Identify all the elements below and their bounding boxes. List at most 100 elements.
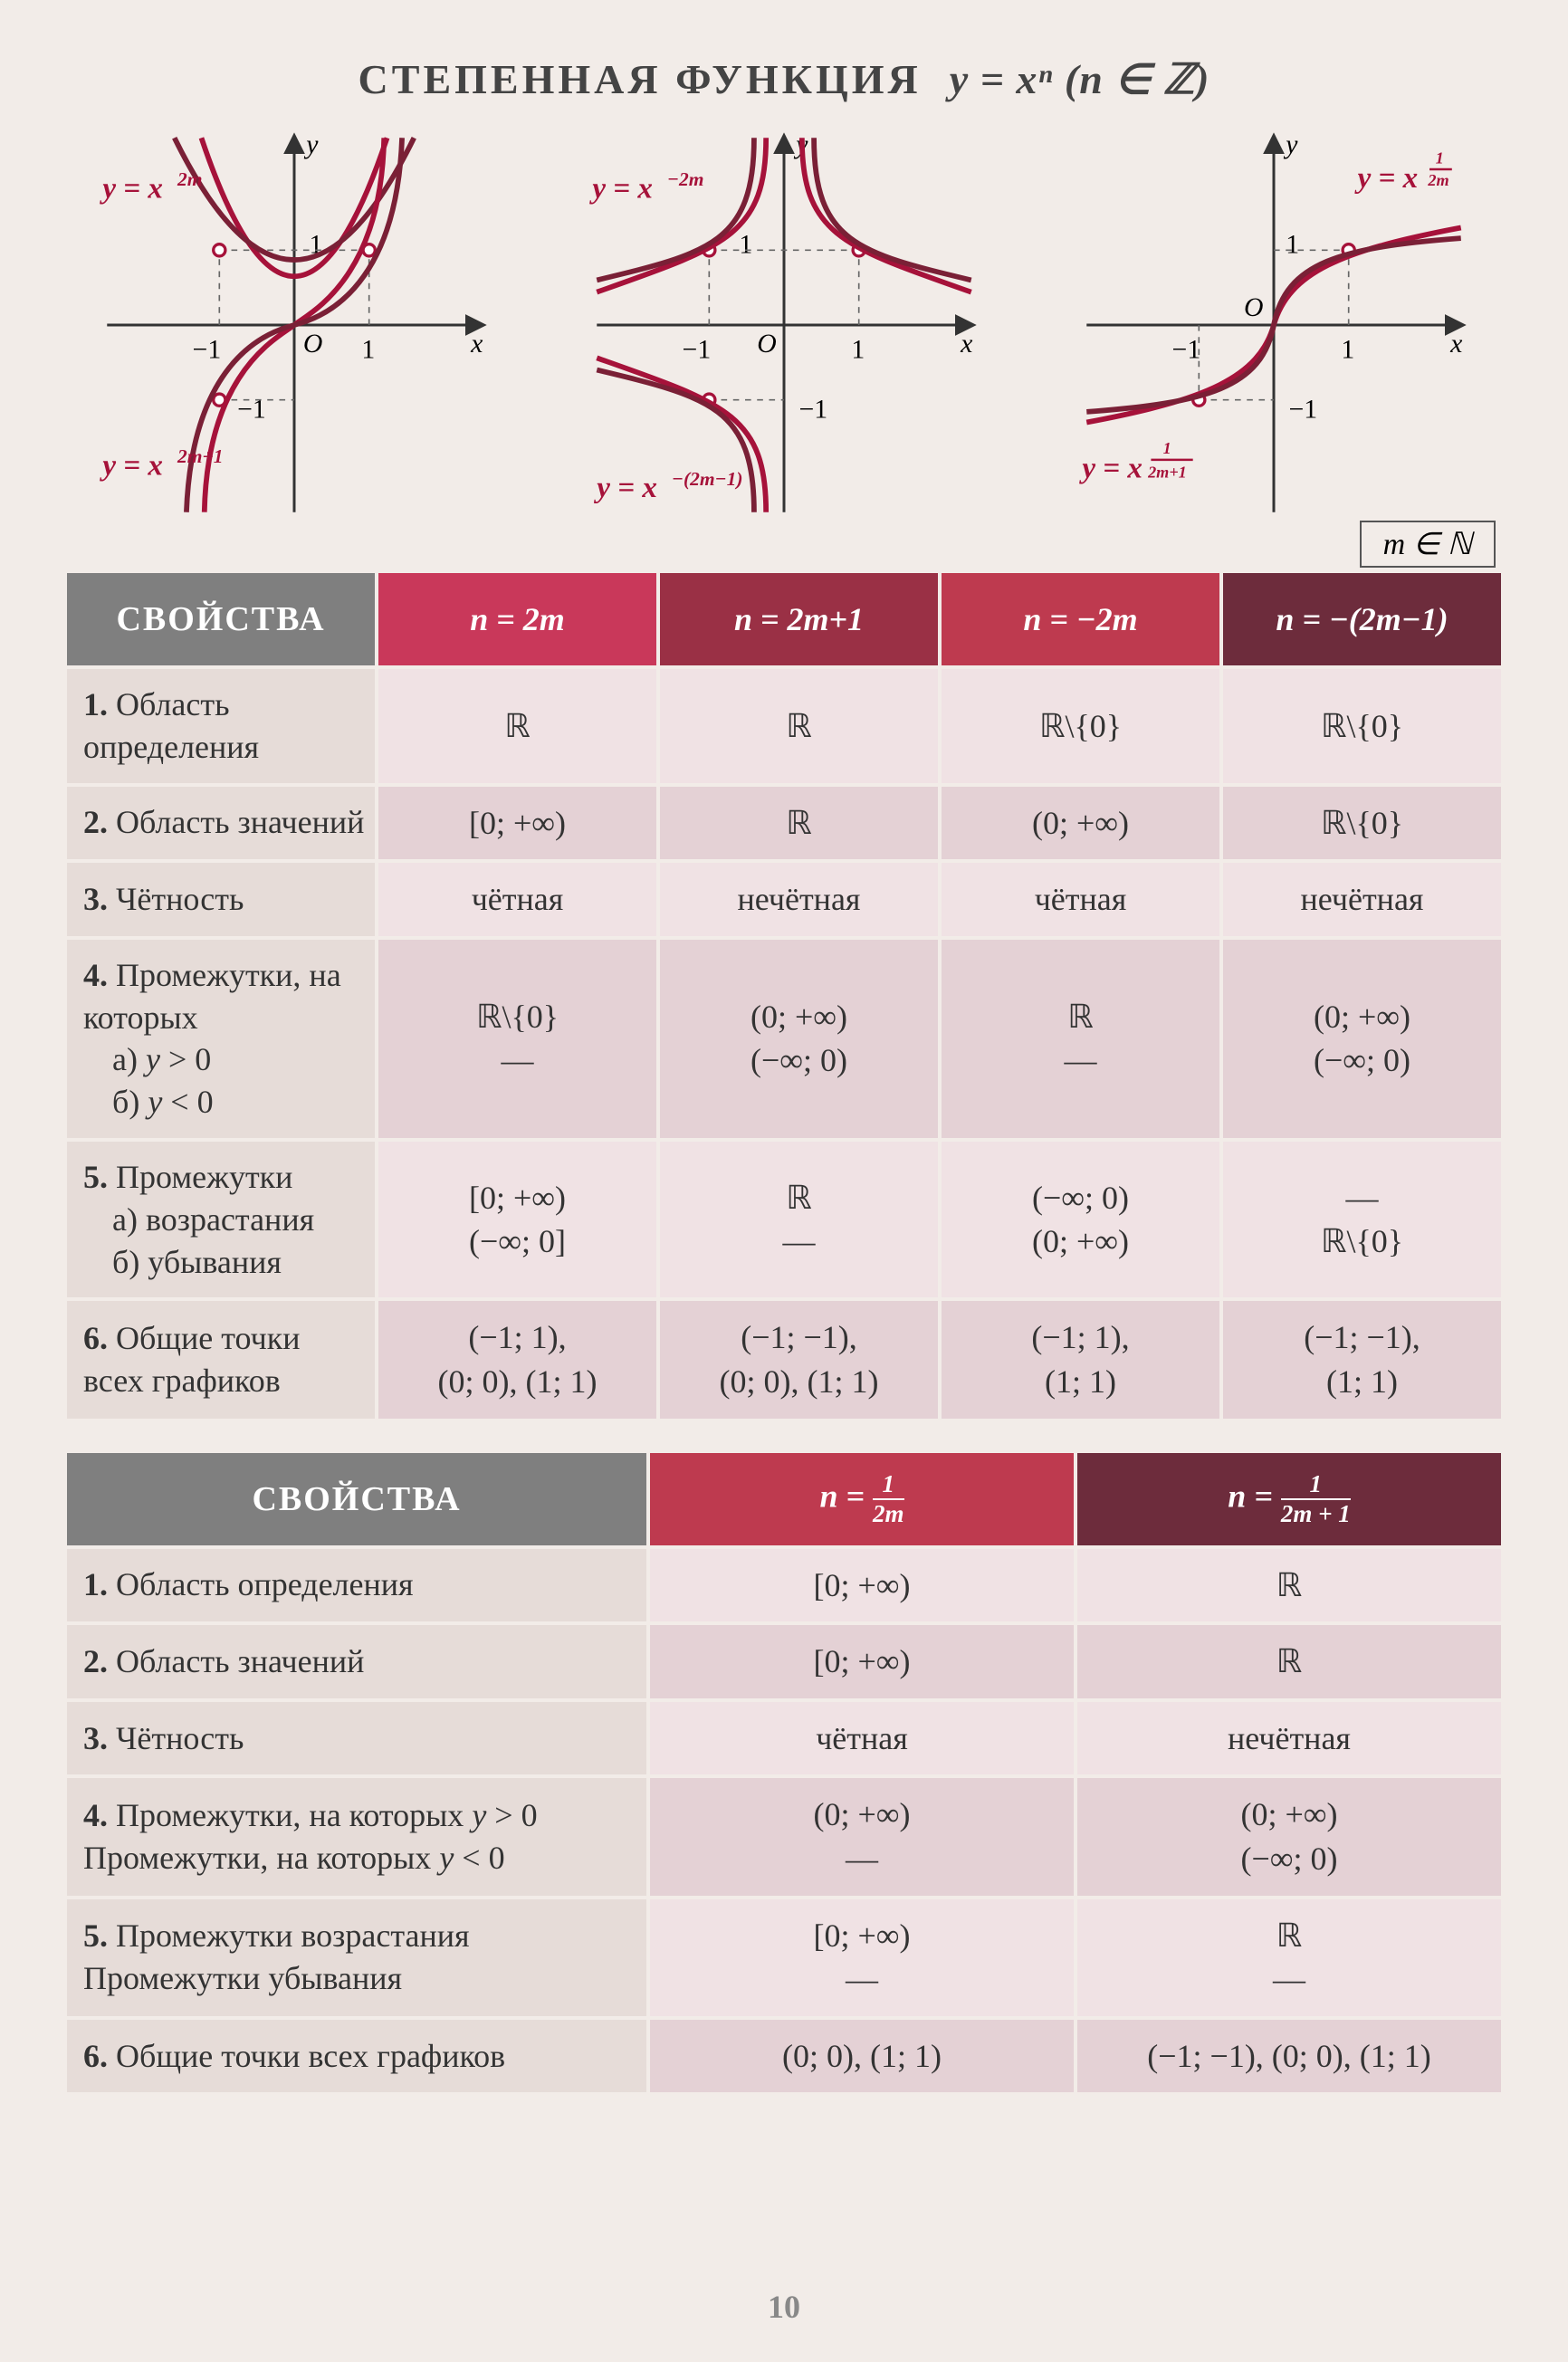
table-cell: [0; +∞) (650, 1549, 1074, 1622)
svg-text:1: 1 (1341, 334, 1354, 364)
t2-h2: n = 12m + 1 (1077, 1453, 1501, 1545)
graphs-row: x y O 1 −1 1 −1 y = x 2m y = x 2m+1 (63, 130, 1505, 520)
svg-text:2m: 2m (1427, 171, 1448, 189)
table-cell: чётная (942, 863, 1219, 936)
m-in-N-note: m ∈ ℕ (1360, 521, 1496, 568)
table-cell: (0; +∞)(−∞; 0) (1223, 940, 1501, 1138)
table-cell: —ℝ\{0} (1223, 1142, 1501, 1297)
properties-table-1: СВОЙСТВА n = 2m n = 2m+1 n = −2m n = −(2… (63, 569, 1505, 1422)
svg-text:1: 1 (1163, 439, 1171, 457)
t2-row-label: 4. Промежутки, на которых y > 0Промежутк… (67, 1778, 646, 1895)
t1-row-label: 4. Промежутки, на которыха) y > 0б) y < … (67, 940, 375, 1138)
table-cell: [0; +∞) (378, 787, 656, 860)
svg-text:y = x: y = x (588, 172, 653, 205)
table-cell: (0; +∞) (942, 787, 1219, 860)
table-cell: (−1; 1),(1; 1) (942, 1301, 1219, 1418)
svg-text:y = x: y = x (99, 449, 163, 482)
table-cell: ℝ\{0} (1223, 669, 1501, 783)
t2-row-label: 2. Область значений (67, 1625, 646, 1698)
graph-roots: x y O 1 −1 1 −1 y = x 1 2m y = x 1 (1043, 130, 1505, 520)
table-cell: чётная (650, 1702, 1074, 1775)
svg-text:y: y (1283, 130, 1298, 159)
svg-text:−1: −1 (1172, 334, 1201, 364)
table-cell: ℝ\{0} (942, 669, 1219, 783)
table-cell: ℝ (378, 669, 656, 783)
svg-text:x: x (1449, 329, 1462, 359)
svg-text:1: 1 (739, 230, 752, 260)
table-cell: ℝ (1077, 1625, 1501, 1698)
table-cell: ℝ\{0}— (378, 940, 656, 1138)
page: СТЕПЕННАЯ ФУНКЦИЯ y = xⁿ (n ∈ ℤ) x y O 1… (0, 0, 1568, 2362)
table-cell: (−1; −1), (0; 0), (1; 1) (1077, 2020, 1501, 2093)
graph-even-odd: x y O 1 −1 1 −1 y = x 2m y = x 2m+1 (63, 130, 525, 520)
title-formula: y = xⁿ (n ∈ ℤ) (950, 56, 1210, 102)
svg-text:O: O (303, 329, 323, 359)
svg-text:y = x: y = x (1078, 453, 1143, 485)
svg-text:1: 1 (361, 334, 375, 364)
svg-text:1: 1 (1286, 230, 1299, 260)
table-cell: ℝ (1077, 1549, 1501, 1622)
t1-row-label: 2. Область значений (67, 787, 375, 860)
svg-text:2m+1: 2m+1 (1147, 464, 1187, 482)
table-cell: [0; +∞)— (650, 1899, 1074, 2016)
table-cell: ℝ (660, 669, 938, 783)
svg-text:2m: 2m (177, 168, 202, 190)
table-cell: ℝ (660, 787, 938, 860)
svg-text:1: 1 (851, 334, 865, 364)
table-cell: нечётная (1077, 1702, 1501, 1775)
t2-row-label: 1. Область определения (67, 1549, 646, 1622)
svg-text:y = x: y = x (99, 172, 163, 205)
table-cell: (0; +∞)(−∞; 0) (1077, 1778, 1501, 1895)
t2-row-label: 6. Общие точки всех графиков (67, 2020, 646, 2093)
t1-h4: n = −(2m−1) (1223, 573, 1501, 665)
page-title: СТЕПЕННАЯ ФУНКЦИЯ y = xⁿ (n ∈ ℤ) (63, 54, 1505, 103)
table-cell: ℝ— (1077, 1899, 1501, 2016)
svg-text:y = x: y = x (593, 472, 657, 504)
table-cell: ℝ\{0} (1223, 787, 1501, 860)
svg-text:−2m: −2m (667, 168, 704, 190)
t1-h2: n = 2m+1 (660, 573, 938, 665)
svg-text:y = x: y = x (1354, 162, 1419, 195)
svg-text:−1: −1 (799, 395, 828, 425)
table-cell: чётная (378, 863, 656, 936)
t2-header-props: СВОЙСТВА (67, 1453, 646, 1545)
t1-row-label: 3. Чётность (67, 863, 375, 936)
table-cell: (−1; −1),(1; 1) (1223, 1301, 1501, 1418)
svg-text:O: O (1244, 292, 1264, 322)
svg-text:−1: −1 (237, 395, 266, 425)
svg-text:−1: −1 (193, 334, 222, 364)
table-cell: (−1; −1),(0; 0), (1; 1) (660, 1301, 938, 1418)
svg-text:−(2m−1): −(2m−1) (672, 468, 743, 490)
svg-text:2m+1: 2m+1 (177, 445, 223, 467)
page-number: 10 (0, 2288, 1568, 2326)
t1-h1: n = 2m (378, 573, 656, 665)
title-text: СТЕПЕННАЯ ФУНКЦИЯ (359, 56, 922, 102)
table-cell: [0; +∞)(−∞; 0] (378, 1142, 656, 1297)
svg-text:x: x (470, 329, 483, 359)
svg-text:x: x (960, 329, 972, 359)
table-cell: (−1; 1),(0; 0), (1; 1) (378, 1301, 656, 1418)
t1-row-label: 1. Область определения (67, 669, 375, 783)
t1-row-label: 5. Промежуткиа) возрастанияб) убывания (67, 1142, 375, 1297)
table-cell: ℝ— (660, 1142, 938, 1297)
t2-h1: n = 12m (650, 1453, 1074, 1545)
table-cell: (0; +∞)— (650, 1778, 1074, 1895)
table-cell: ℝ— (942, 940, 1219, 1138)
table-cell: (0; 0), (1; 1) (650, 2020, 1074, 2093)
t2-row-label: 3. Чётность (67, 1702, 646, 1775)
table-cell: нечётная (660, 863, 938, 936)
graph-negative-powers: x y O 1 −1 1 −1 y = x −2m y = x −(2 (553, 130, 1015, 520)
t2-row-label: 5. Промежутки возрастанияПромежутки убыв… (67, 1899, 646, 2016)
t1-h3: n = −2m (942, 573, 1219, 665)
svg-text:−1: −1 (683, 334, 712, 364)
svg-text:O: O (757, 329, 777, 359)
table-cell: (0; +∞)(−∞; 0) (660, 940, 938, 1138)
svg-text:1: 1 (1436, 148, 1444, 167)
t1-row-label: 6. Общие точки всех графиков (67, 1301, 375, 1418)
properties-table-2: СВОЙСТВА n = 12m n = 12m + 1 1. Область … (63, 1449, 1505, 2097)
table-cell: нечётная (1223, 863, 1501, 936)
table-cell: [0; +∞) (650, 1625, 1074, 1698)
svg-text:y: y (303, 130, 319, 159)
table-cell: (−∞; 0)(0; +∞) (942, 1142, 1219, 1297)
t1-header-props: СВОЙСТВА (67, 573, 375, 665)
